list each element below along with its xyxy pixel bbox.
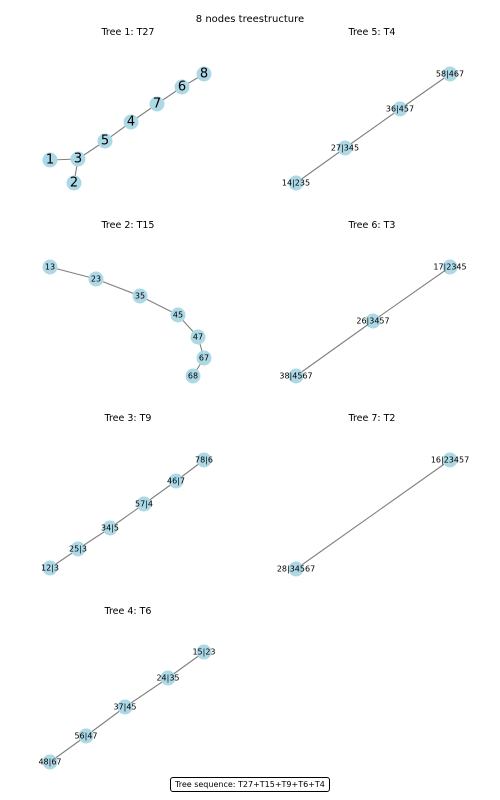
- edge: [124, 677, 169, 708]
- node-label: 48|67: [38, 758, 61, 767]
- node-circle: [288, 175, 304, 191]
- node-circle: [196, 350, 212, 366]
- tree-6: 38|4567 26|3457 17|2345: [279, 259, 467, 384]
- node-label: 38|4567: [279, 372, 312, 381]
- node-circle: [97, 133, 113, 149]
- node-label: 1: [46, 153, 54, 168]
- node-circle: [70, 151, 86, 167]
- node-label: 12|3: [41, 564, 59, 573]
- tree-7-title: Tree 7: T2: [348, 413, 396, 424]
- node-label: 78|6: [195, 456, 213, 465]
- node-circle: [196, 644, 212, 660]
- node-circle: [196, 452, 212, 468]
- node-label: 3: [74, 152, 82, 167]
- edge: [295, 459, 451, 570]
- node-circle: [42, 152, 58, 168]
- tree-1: 1 3 2 5 4 7 68: [42, 66, 212, 191]
- figure-title: 8 nodes treestructure: [195, 14, 305, 25]
- node-label: 28|34567: [277, 565, 315, 574]
- tree-5-title: Tree 5: T4: [348, 27, 396, 38]
- node-label: 47: [193, 333, 203, 342]
- node-label: 57|4: [135, 500, 153, 509]
- node-label: 6: [178, 80, 186, 95]
- node-circle: [196, 66, 212, 82]
- node-label: 27|345: [331, 144, 359, 153]
- node-circle: [170, 307, 186, 323]
- edge: [399, 73, 451, 110]
- tree-2-title: Tree 2: T15: [101, 220, 155, 231]
- node-label: 46|7: [167, 477, 185, 486]
- node-label: 7: [153, 97, 161, 112]
- tree-3: 12|3 25|3 34|5 57|4 46|7 78|6: [41, 452, 213, 576]
- tree-4-title: Tree 4: T6: [104, 606, 152, 617]
- node-label: 4: [127, 115, 135, 130]
- node-circle: [442, 66, 458, 82]
- node-circle: [132, 288, 148, 304]
- node-label: 5: [101, 134, 109, 149]
- node-circle: [70, 541, 86, 557]
- node-circle: [42, 754, 58, 770]
- edge: [344, 108, 401, 149]
- node-circle: [288, 561, 304, 577]
- node-label: 16|23457: [431, 456, 469, 465]
- node-label: 56|47: [74, 732, 97, 741]
- tree-4: 48|67 56|47 37|45 24|35 15|23: [38, 644, 216, 770]
- node-label: 23: [91, 275, 101, 284]
- node-circle: [149, 96, 165, 112]
- node-label: 34|5: [101, 524, 119, 533]
- edge: [295, 320, 374, 377]
- node-label: 25|3: [69, 545, 87, 554]
- node-circle: [42, 560, 58, 576]
- node-circle: [78, 728, 94, 744]
- node-label: 37|45: [113, 703, 136, 712]
- node-label: 2: [70, 176, 78, 191]
- node-label: 35: [135, 292, 145, 301]
- tree-3-title: Tree 3: T9: [104, 413, 152, 424]
- node-circle: [392, 101, 408, 117]
- node-circle: [117, 699, 133, 715]
- node-circle: [42, 259, 58, 275]
- tree-7: 28|34567 16|23457: [277, 452, 469, 577]
- node-label: 58|467: [436, 70, 464, 79]
- edge: [95, 278, 141, 297]
- node-circle: [174, 79, 190, 95]
- tree-1-title: Tree 1: T27: [101, 27, 155, 38]
- tree-5: 14|235 27|345 36|457 58|467: [282, 66, 464, 191]
- node-circle: [442, 259, 458, 275]
- edge: [85, 706, 126, 737]
- node-circle: [442, 452, 458, 468]
- node-label: 67: [199, 354, 209, 363]
- node-circle: [288, 368, 304, 384]
- node-circle: [123, 114, 139, 130]
- node-circle: [337, 140, 353, 156]
- edge: [372, 266, 451, 322]
- node-circle: [136, 496, 152, 512]
- node-label: 17|2345: [433, 263, 466, 272]
- node-label: 26|3457: [356, 317, 389, 326]
- node-circle: [168, 473, 184, 489]
- tree-sequence-box: Tree sequence: T27+T15+T9+T6+T4: [170, 777, 330, 792]
- node-circle: [365, 313, 381, 329]
- node-label: 24|35: [156, 674, 179, 683]
- node-circle: [160, 670, 176, 686]
- node-label: 15|23: [192, 648, 215, 657]
- node-circle: [66, 175, 82, 191]
- edge: [49, 266, 97, 280]
- node-label: 8: [200, 67, 208, 82]
- node-label: 13: [45, 263, 55, 272]
- edge: [295, 147, 346, 184]
- node-circle: [102, 520, 118, 536]
- node-circle: [88, 271, 104, 287]
- node-label: 14|235: [282, 179, 310, 188]
- node-label: 45: [173, 311, 183, 320]
- tree-6-title: Tree 6: T3: [348, 220, 396, 231]
- node-circle: [190, 329, 206, 345]
- node-label: 68: [188, 372, 198, 381]
- node-circle: [185, 368, 201, 384]
- node-label: 36|457: [386, 105, 414, 114]
